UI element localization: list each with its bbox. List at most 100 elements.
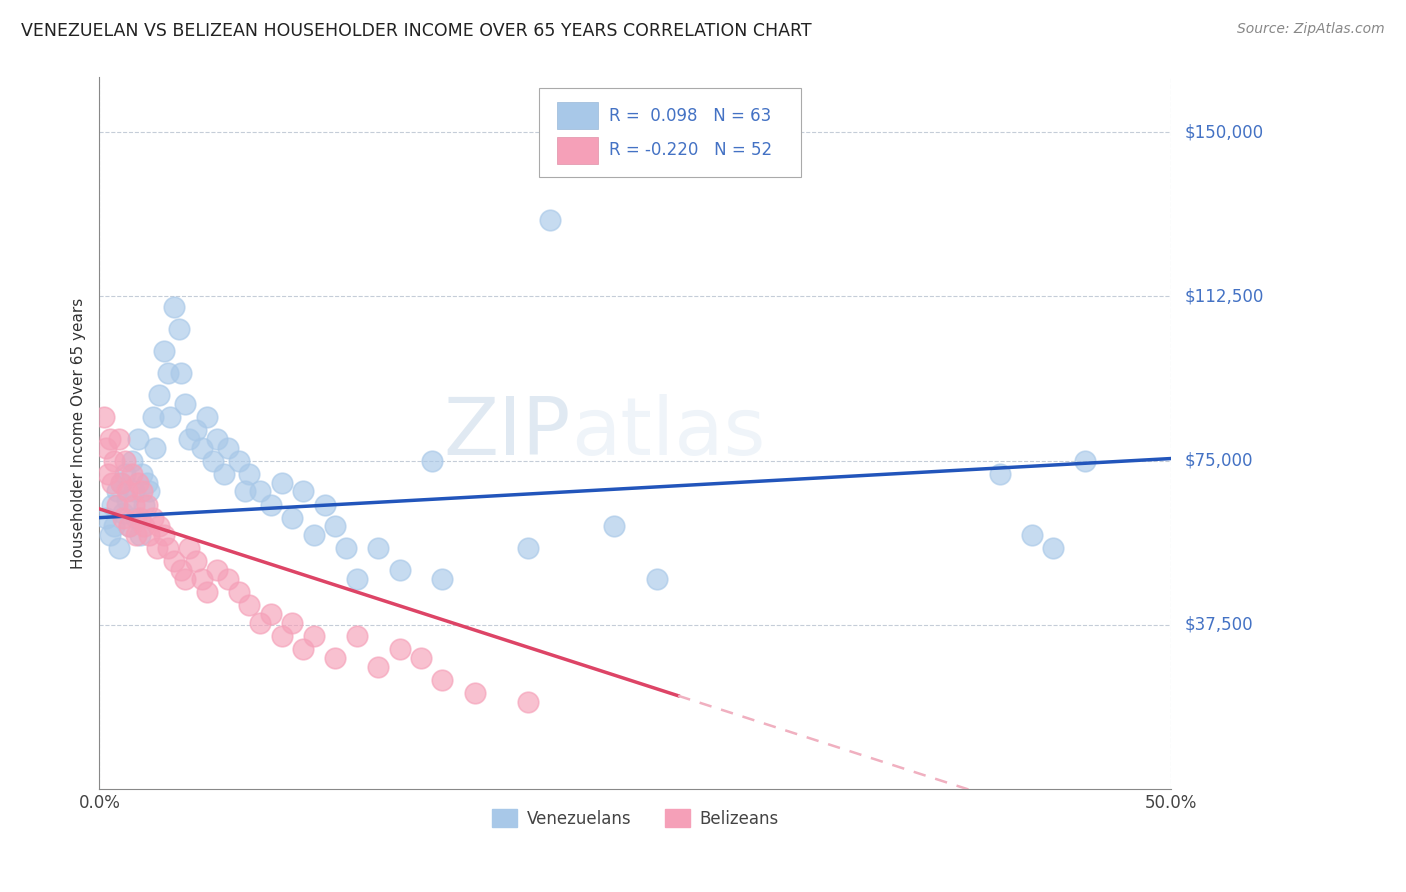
Point [127,475,149,490]
Point [129,510,152,524]
Point [420,453,443,467]
Text: $150,000: $150,000 [1185,123,1264,141]
Text: $75,000: $75,000 [1185,451,1254,470]
Point [281,510,304,524]
Point [159,409,181,424]
FancyBboxPatch shape [557,103,598,129]
Point [202,453,225,467]
Point [94,441,117,455]
Point [125,510,148,524]
Point [167,322,190,336]
Point [1021,528,1043,542]
Point [302,629,325,643]
Point [1042,541,1064,556]
Point [148,519,170,533]
Point [174,572,197,586]
Text: ZIP: ZIP [444,394,571,473]
Point [163,301,186,315]
Point [233,484,256,499]
Point [228,585,250,599]
Point [122,498,145,512]
Point [157,366,180,380]
Point [97,467,120,481]
Point [98,432,121,446]
Point [238,467,260,481]
Point [131,467,153,481]
Point [260,607,283,621]
Point [517,541,540,556]
Point [135,475,157,490]
Legend: Venezuelans, Belizeans: Venezuelans, Belizeans [485,803,786,834]
Point [464,686,486,700]
Point [157,541,180,556]
Point [388,642,411,657]
Point [134,498,156,512]
Point [260,498,283,512]
Point [117,484,139,499]
FancyBboxPatch shape [538,88,801,178]
Point [179,541,201,556]
Point [107,541,129,556]
FancyBboxPatch shape [557,136,598,163]
Point [146,541,169,556]
Point [292,642,315,657]
Point [217,572,239,586]
Point [110,475,132,490]
Point [249,484,271,499]
Point [281,615,304,630]
Text: $37,500: $37,500 [1185,616,1254,634]
Point [148,388,170,402]
Point [207,563,229,577]
Point [517,695,540,709]
Point [118,519,141,533]
Point [122,484,145,499]
Point [101,475,124,490]
Point [432,572,454,586]
Point [170,563,193,577]
Point [121,453,143,467]
Point [101,498,124,512]
Point [129,528,152,542]
Point [1074,453,1097,467]
Point [409,650,432,665]
Point [103,519,125,533]
Text: R =  0.098   N = 63: R = 0.098 N = 63 [609,107,770,125]
Point [94,510,117,524]
Point [138,484,160,499]
Point [270,475,292,490]
Point [249,615,271,630]
Point [603,519,626,533]
Point [114,467,136,481]
Point [314,498,336,512]
Point [125,528,148,542]
Point [346,629,368,643]
Point [118,519,141,533]
Point [111,510,134,524]
Point [191,572,214,586]
Point [335,541,357,556]
Point [138,528,160,542]
Point [207,432,229,446]
Point [179,432,201,446]
Point [212,467,235,481]
Point [388,563,411,577]
Point [184,423,207,437]
Text: VENEZUELAN VS BELIZEAN HOUSEHOLDER INCOME OVER 65 YEARS CORRELATION CHART: VENEZUELAN VS BELIZEAN HOUSEHOLDER INCOM… [21,22,811,40]
Point [111,506,134,520]
Point [346,572,368,586]
Point [127,432,149,446]
Point [323,519,346,533]
Y-axis label: Householder Income Over 65 years: Householder Income Over 65 years [72,298,86,569]
Point [228,453,250,467]
Point [98,528,121,542]
Point [93,409,115,424]
Point [988,467,1011,481]
Point [238,599,260,613]
Text: atlas: atlas [571,394,765,473]
Point [121,467,143,481]
Point [432,673,454,687]
Point [170,366,193,380]
Point [163,554,186,568]
Point [103,453,125,467]
Point [152,528,174,542]
